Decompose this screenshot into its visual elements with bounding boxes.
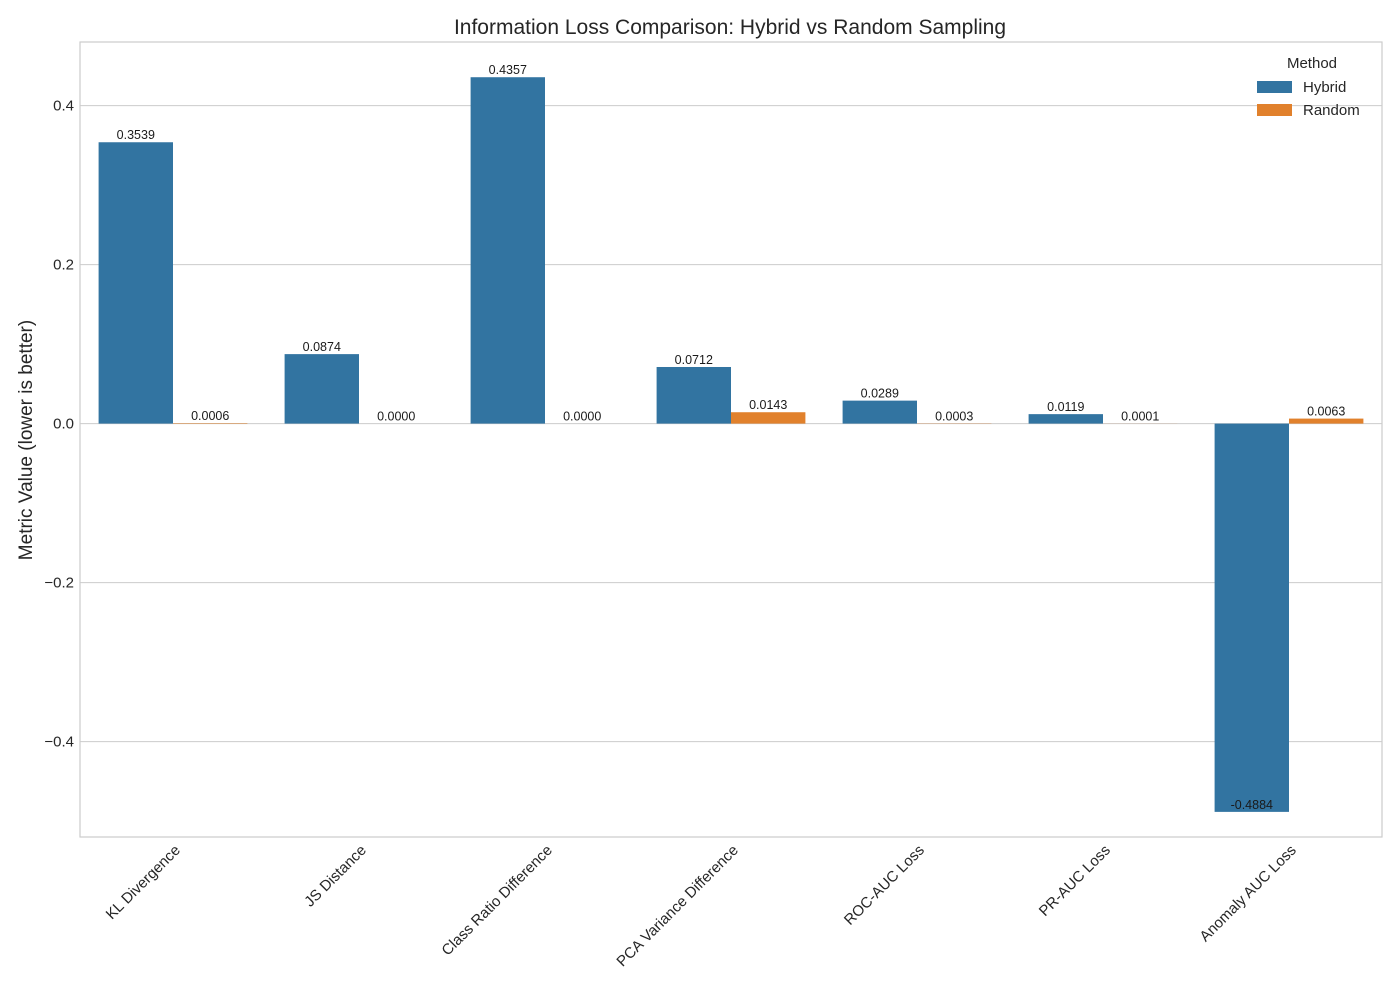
legend-label-hybrid: Hybrid [1303,79,1346,96]
x-axis-ticks: KL Divergence JS Distance Class Ratio Diff… [103,842,1300,970]
plot-frame [80,42,1382,837]
y-tick-label: −0.2 [44,575,74,592]
bar-value-label: 0.0006 [191,409,229,423]
bar-hybrid[interactable] [1215,424,1289,812]
legend-label-random: Random [1303,102,1360,119]
legend-title: Method [1287,55,1337,72]
bar-hybrid[interactable] [657,367,731,424]
bar-value-label: 0.0000 [377,410,415,424]
bar-hybrid[interactable] [471,77,545,423]
bar-value-label: 0.0063 [1307,405,1345,419]
bar-value-label: -0.4884 [1231,798,1273,812]
bar-value-label: 0.3539 [117,128,155,142]
bar-random[interactable] [1289,419,1363,424]
x-tick-label: Anomaly AUC Loss [1196,842,1299,945]
x-tick-label: PR-AUC Loss [1036,842,1114,920]
legend-swatch-random [1257,104,1292,116]
bar-value-label: 0.0001 [1121,410,1159,424]
x-tick-label: Class Ratio Difference [438,842,555,959]
x-tick-label: PCA Variance Difference [613,842,741,970]
bar-hybrid[interactable] [1029,414,1103,423]
value-labels: 0.3539 0.0006 0.0874 0.0000 0.4357 0.0000 0.07… [117,63,1346,812]
legend[interactable]: Method Hybrid Random [1257,55,1360,119]
bars [99,77,1364,812]
y-tick-label: −0.4 [44,734,74,751]
legend-swatch-hybrid [1257,81,1292,93]
bar-value-label: 0.0712 [675,353,713,367]
bar-value-label: 0.0000 [563,410,601,424]
bar-random[interactable] [731,412,805,423]
bar-value-label: 0.0003 [935,409,973,423]
bar-hybrid[interactable] [843,401,917,424]
bar-value-label: 0.0289 [861,387,899,401]
x-tick-label: ROC-AUC Loss [841,842,928,929]
y-axis-label: Metric Value (lower is better) [16,320,37,560]
bar-value-label: 0.4357 [489,63,527,77]
y-tick-label: 0.0 [53,416,74,433]
bar-value-label: 0.0874 [303,340,341,354]
bar-hybrid[interactable] [285,354,359,423]
y-tick-label: 0.4 [53,98,74,115]
x-tick-label: JS Distance [301,842,370,911]
chart-title: Information Loss Comparison: Hybrid vs R… [454,16,1006,39]
y-tick-label: 0.2 [53,257,74,274]
bar-value-label: 0.0119 [1047,400,1084,414]
y-axis-ticks: −0.4 −0.2 0.0 0.2 0.4 [44,98,74,751]
x-tick-label: KL Divergence [103,842,184,923]
bar-value-label: 0.0143 [749,398,787,412]
bar-hybrid[interactable] [99,142,173,423]
